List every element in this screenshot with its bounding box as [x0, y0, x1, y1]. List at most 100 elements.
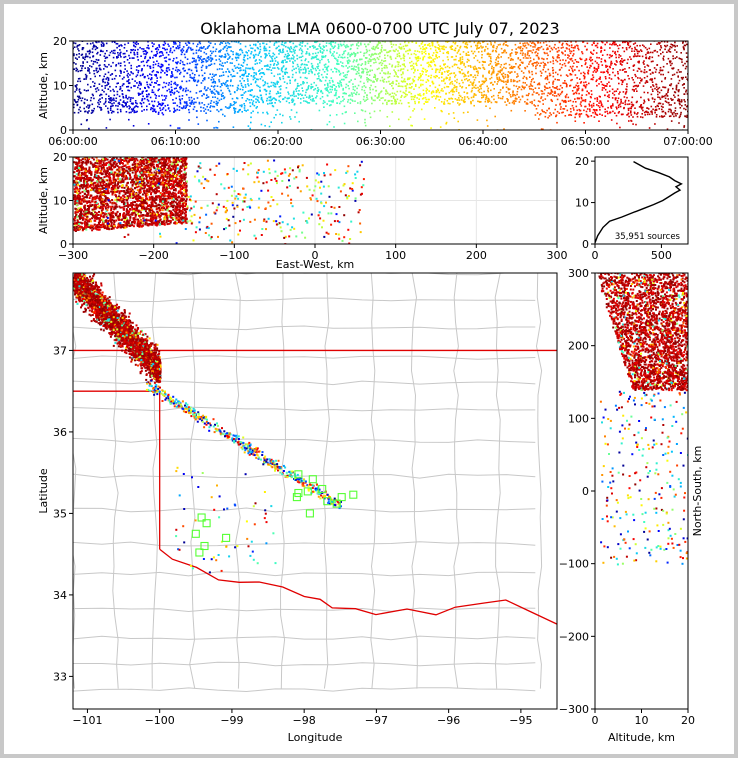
source-point	[218, 120, 220, 123]
source-point	[663, 41, 666, 43]
source-point	[327, 39, 329, 41]
source-point	[559, 102, 562, 105]
source-point	[404, 80, 407, 83]
source-point	[147, 47, 150, 49]
source-point	[133, 44, 135, 47]
source-point	[511, 101, 514, 104]
source-point	[177, 84, 179, 86]
source-point	[406, 78, 409, 81]
source-point	[160, 63, 163, 66]
source-point	[95, 69, 97, 72]
source-point	[193, 98, 195, 100]
source-point	[405, 85, 407, 87]
source-point	[81, 53, 84, 56]
source-point	[438, 71, 441, 73]
source-point	[107, 88, 110, 90]
source-point	[251, 47, 254, 50]
source-point	[288, 102, 291, 104]
source-point	[361, 88, 363, 91]
source-point	[463, 91, 466, 93]
source-point	[495, 50, 498, 53]
source-point	[435, 75, 437, 77]
source-point	[554, 71, 557, 74]
source-point	[106, 81, 109, 84]
source-point	[357, 45, 360, 47]
source-point	[174, 102, 176, 104]
source-point	[384, 54, 386, 57]
source-point	[496, 73, 498, 76]
source-point	[424, 96, 427, 99]
source-point	[436, 57, 438, 59]
source-point	[139, 93, 142, 95]
source-point	[316, 54, 318, 57]
source-point	[317, 90, 319, 92]
source-point	[120, 62, 122, 65]
source-point	[427, 80, 430, 82]
source-point	[121, 104, 124, 107]
source-point	[628, 77, 630, 80]
source-point	[349, 54, 351, 56]
source-point	[565, 100, 567, 103]
source-point	[316, 95, 318, 97]
source-point	[658, 71, 661, 74]
source-point	[496, 46, 498, 48]
source-point	[424, 50, 427, 53]
source-point	[508, 102, 511, 104]
source-point	[104, 60, 106, 62]
source-point	[364, 124, 367, 127]
source-point	[198, 101, 201, 104]
source-point	[605, 66, 607, 68]
source-point	[267, 68, 269, 71]
source-point	[301, 42, 304, 44]
source-point	[158, 55, 161, 58]
source-point	[211, 73, 214, 76]
source-point	[138, 84, 140, 87]
source-point	[329, 50, 331, 52]
source-point	[317, 88, 320, 91]
source-point	[366, 77, 368, 79]
source-point	[207, 56, 210, 58]
source-point	[608, 96, 610, 99]
source-point	[511, 38, 513, 40]
source-point	[671, 74, 674, 76]
source-point	[658, 86, 661, 89]
source-point	[209, 54, 212, 57]
source-point	[321, 55, 323, 58]
source-point	[552, 69, 555, 71]
source-point	[441, 80, 443, 82]
source-point	[297, 85, 299, 87]
source-point	[186, 72, 189, 74]
source-point	[428, 43, 431, 45]
source-point	[350, 54, 352, 56]
source-point	[514, 98, 517, 100]
source-point	[87, 104, 89, 107]
source-point	[389, 72, 391, 75]
source-point	[115, 97, 118, 100]
source-point	[502, 43, 505, 46]
source-point	[201, 47, 203, 50]
source-point	[665, 101, 668, 103]
source-point	[419, 57, 421, 60]
source-point	[158, 44, 160, 46]
source-point	[458, 67, 461, 70]
source-point	[606, 65, 609, 68]
source-point	[654, 111, 656, 114]
source-point	[284, 96, 286, 99]
source-point	[633, 111, 636, 114]
source-point	[667, 71, 670, 74]
source-point	[259, 45, 262, 48]
source-point	[580, 97, 583, 100]
source-point	[325, 42, 328, 44]
source-point	[550, 99, 553, 102]
source-point	[529, 45, 532, 47]
source-point	[574, 47, 576, 49]
source-point	[407, 118, 410, 121]
source-point	[427, 75, 430, 77]
source-point	[298, 120, 300, 123]
source-point	[570, 67, 573, 70]
source-point	[686, 116, 688, 118]
source-point	[415, 83, 417, 86]
source-point	[550, 113, 552, 116]
source-point	[628, 103, 631, 105]
source-point	[517, 66, 520, 69]
